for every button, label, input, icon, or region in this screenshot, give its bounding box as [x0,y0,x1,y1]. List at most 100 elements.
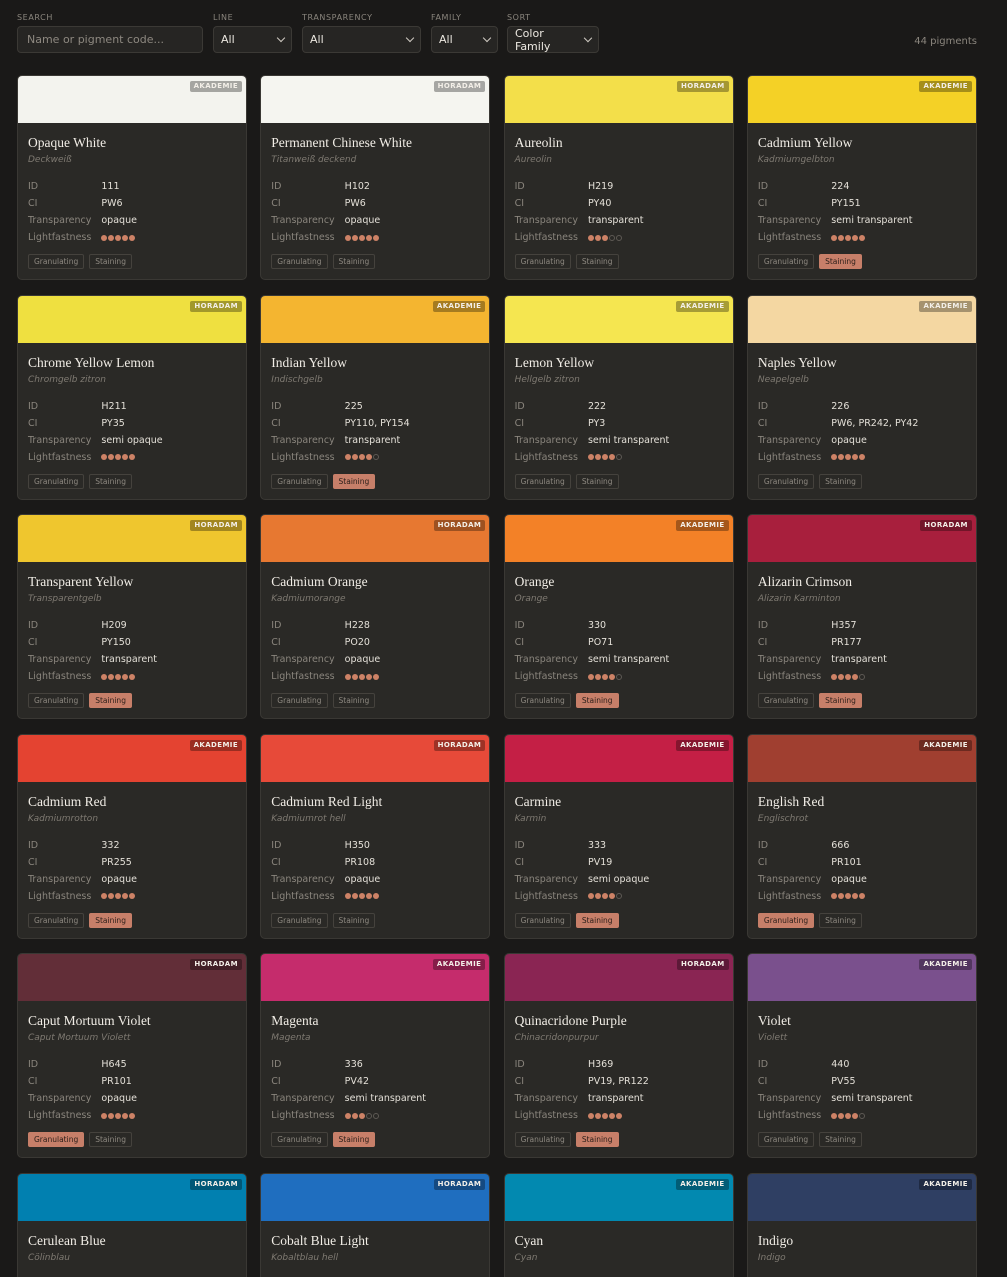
filled-dot-icon [859,893,866,899]
pigment-name: Carmine [514,793,562,809]
filled-dot-icon [344,1112,351,1119]
search-field: SEARCH [17,12,203,53]
transparency-value: opaque [344,873,381,885]
pigment-card[interactable]: HORADAM Cerulean Blue Cölinblau ID CI Tr… [17,1172,247,1277]
transparency-label: Transparency [514,654,578,665]
staining-tag: Staining [89,693,132,708]
lightfastness-label: Lightfastness [271,671,335,682]
line-badge: AKADEMIE [676,520,729,531]
filled-dot-icon [115,454,122,460]
pigment-card[interactable]: AKADEMIE Carmine Karmin ID 333 CI PV19 T… [503,733,734,939]
empty-dot-icon [615,234,622,241]
filled-dot-icon [358,1112,365,1119]
filled-dot-icon [594,893,601,899]
filled-dot-icon [129,454,136,460]
id-value: 111 [101,181,120,192]
pigment-card[interactable]: HORADAM Aureolin Aureolin ID H219 CI PY4… [503,75,734,280]
property-tags: Granulating Staining [514,912,723,928]
property-tags: Granulating Staining [757,1132,966,1147]
ci-label: CI [514,637,525,648]
pigment-card[interactable]: HORADAM Cadmium Orange Kadmiumorange ID … [260,514,491,719]
color-swatch: AKADEMIE [504,295,733,343]
filled-dot-icon [115,893,122,899]
filled-dot-icon [838,234,845,241]
pigment-name: Orange [514,574,555,589]
pigment-details: ID H228 CI PO20 Transparency opaque Ligh… [271,617,479,685]
filled-dot-icon [101,454,108,460]
transparency-value: semi transparent [344,1093,426,1104]
transparency-select[interactable]: All [302,26,421,53]
pigment-card[interactable]: AKADEMIE English Red Englischrot ID 666 … [746,733,977,939]
chevron-down-icon [583,33,593,43]
transparency-label: Transparency [271,434,335,446]
pigment-card[interactable]: AKADEMIE Cadmium Red Kadmiumrotton ID 33… [17,733,247,939]
line-badge: HORADAM [920,520,972,531]
pigment-card[interactable]: HORADAM Permanent Chinese White Titanwei… [260,75,491,280]
lightfastness-label: Lightfastness [757,232,822,243]
pigment-card[interactable]: AKADEMIE Cyan Cyan ID CI Transparency Li… [503,1172,734,1277]
ci-value: PY3 [587,417,606,429]
pigment-card[interactable]: AKADEMIE Orange Orange ID 330 CI PO71 Tr… [503,514,734,719]
pigment-card[interactable]: AKADEMIE Lemon Yellow Hellgelb zitron ID… [503,294,734,500]
pigment-card[interactable]: AKADEMIE Indigo Indigo ID CI Transparenc… [746,1172,977,1277]
pigment-card[interactable]: HORADAM Alizarin Crimson Alizarin Karmin… [746,514,977,719]
transparency-value: opaque [101,873,137,885]
line-badge: HORADAM [433,520,486,531]
sort-select[interactable]: Color Family [507,26,599,53]
pigment-card[interactable]: AKADEMIE Indian Yellow Indischgelb ID 22… [260,294,491,500]
search-input[interactable] [17,26,203,53]
pigment-card[interactable]: AKADEMIE Cadmium Yellow Kadmiumgelbton I… [746,75,977,280]
lightfastness-rating [831,888,966,905]
color-swatch: HORADAM [747,515,976,562]
line-select[interactable]: All [213,26,292,53]
family-select-value: All [439,33,453,46]
id-value: 333 [587,839,607,851]
id-value: 330 [587,620,607,631]
filled-dot-icon [587,454,594,460]
filled-dot-icon [108,1112,115,1119]
pigment-details: ID H219 CI PY40 Transparency transparent… [515,178,723,246]
family-select[interactable]: All [431,26,498,53]
german-name: Kadmiumrot hell [271,813,346,824]
ci-label: CI [757,856,768,868]
lightfastness-rating [587,1107,723,1124]
card-body: Violet Violett ID 440 CI PV55 Transparen… [748,1001,976,1147]
lightfastness-rating [831,668,966,685]
ci-value: PY110, PY154 [344,417,410,429]
pigment-name: Permanent Chinese White [271,135,413,150]
filled-dot-icon [601,673,608,680]
lightfastness-rating [101,229,236,246]
property-tags: Granulating Staining [271,254,479,269]
pigment-card[interactable]: HORADAM Transparent Yellow Transparentge… [17,514,247,719]
filled-dot-icon [587,234,594,241]
ci-label: CI [28,198,38,209]
pigment-card[interactable]: AKADEMIE Naples Yellow Neapelgelb ID 226… [746,294,977,500]
pigment-card[interactable]: AKADEMIE Opaque White Deckweiß ID 111 CI… [17,75,247,280]
line-badge: HORADAM [190,300,242,312]
pigment-grid: AKADEMIE Opaque White Deckweiß ID 111 CI… [17,75,977,1277]
pigment-card[interactable]: HORADAM Chrome Yellow Lemon Chromgelb zi… [17,294,247,500]
filled-dot-icon [108,454,115,460]
property-tags: Granulating Staining [757,912,966,928]
filled-dot-icon [351,234,358,241]
line-badge: HORADAM [676,959,729,970]
filled-dot-icon [129,673,136,680]
id-value: 440 [831,1059,850,1070]
pigment-name: Transparent Yellow [28,574,134,589]
card-body: Cadmium Red Kadmiumrotton ID 332 CI PR25… [18,782,246,928]
id-label: ID [757,1059,769,1070]
pigment-card[interactable]: AKADEMIE Violet Violett ID 440 CI PV55 T… [746,953,977,1158]
transparency-value: opaque [101,215,137,226]
pigment-name: Cadmium Orange [271,574,368,589]
pigment-card[interactable]: AKADEMIE Magenta Magenta ID 336 CI PV42 … [260,953,491,1158]
property-tags: Granulating Staining [28,693,236,708]
pigment-card[interactable]: HORADAM Cadmium Red Light Kadmiumrot hel… [260,733,491,939]
pigment-card[interactable]: HORADAM Cobalt Blue Light Kobaltblau hel… [260,1172,491,1277]
transparency-filter-field: TRANSPARENCY All [302,12,421,53]
pigment-card[interactable]: HORADAM Quinacridone Purple Chinacridonp… [503,953,734,1158]
ci-value: PY150 [101,637,131,648]
german-name: Deckweiß [28,155,72,165]
card-body: Cobalt Blue Light Kobaltblau hell ID CI … [261,1221,489,1277]
empty-dot-icon [365,1112,372,1119]
pigment-card[interactable]: HORADAM Caput Mortuum Violet Caput Mortu… [17,953,247,1158]
